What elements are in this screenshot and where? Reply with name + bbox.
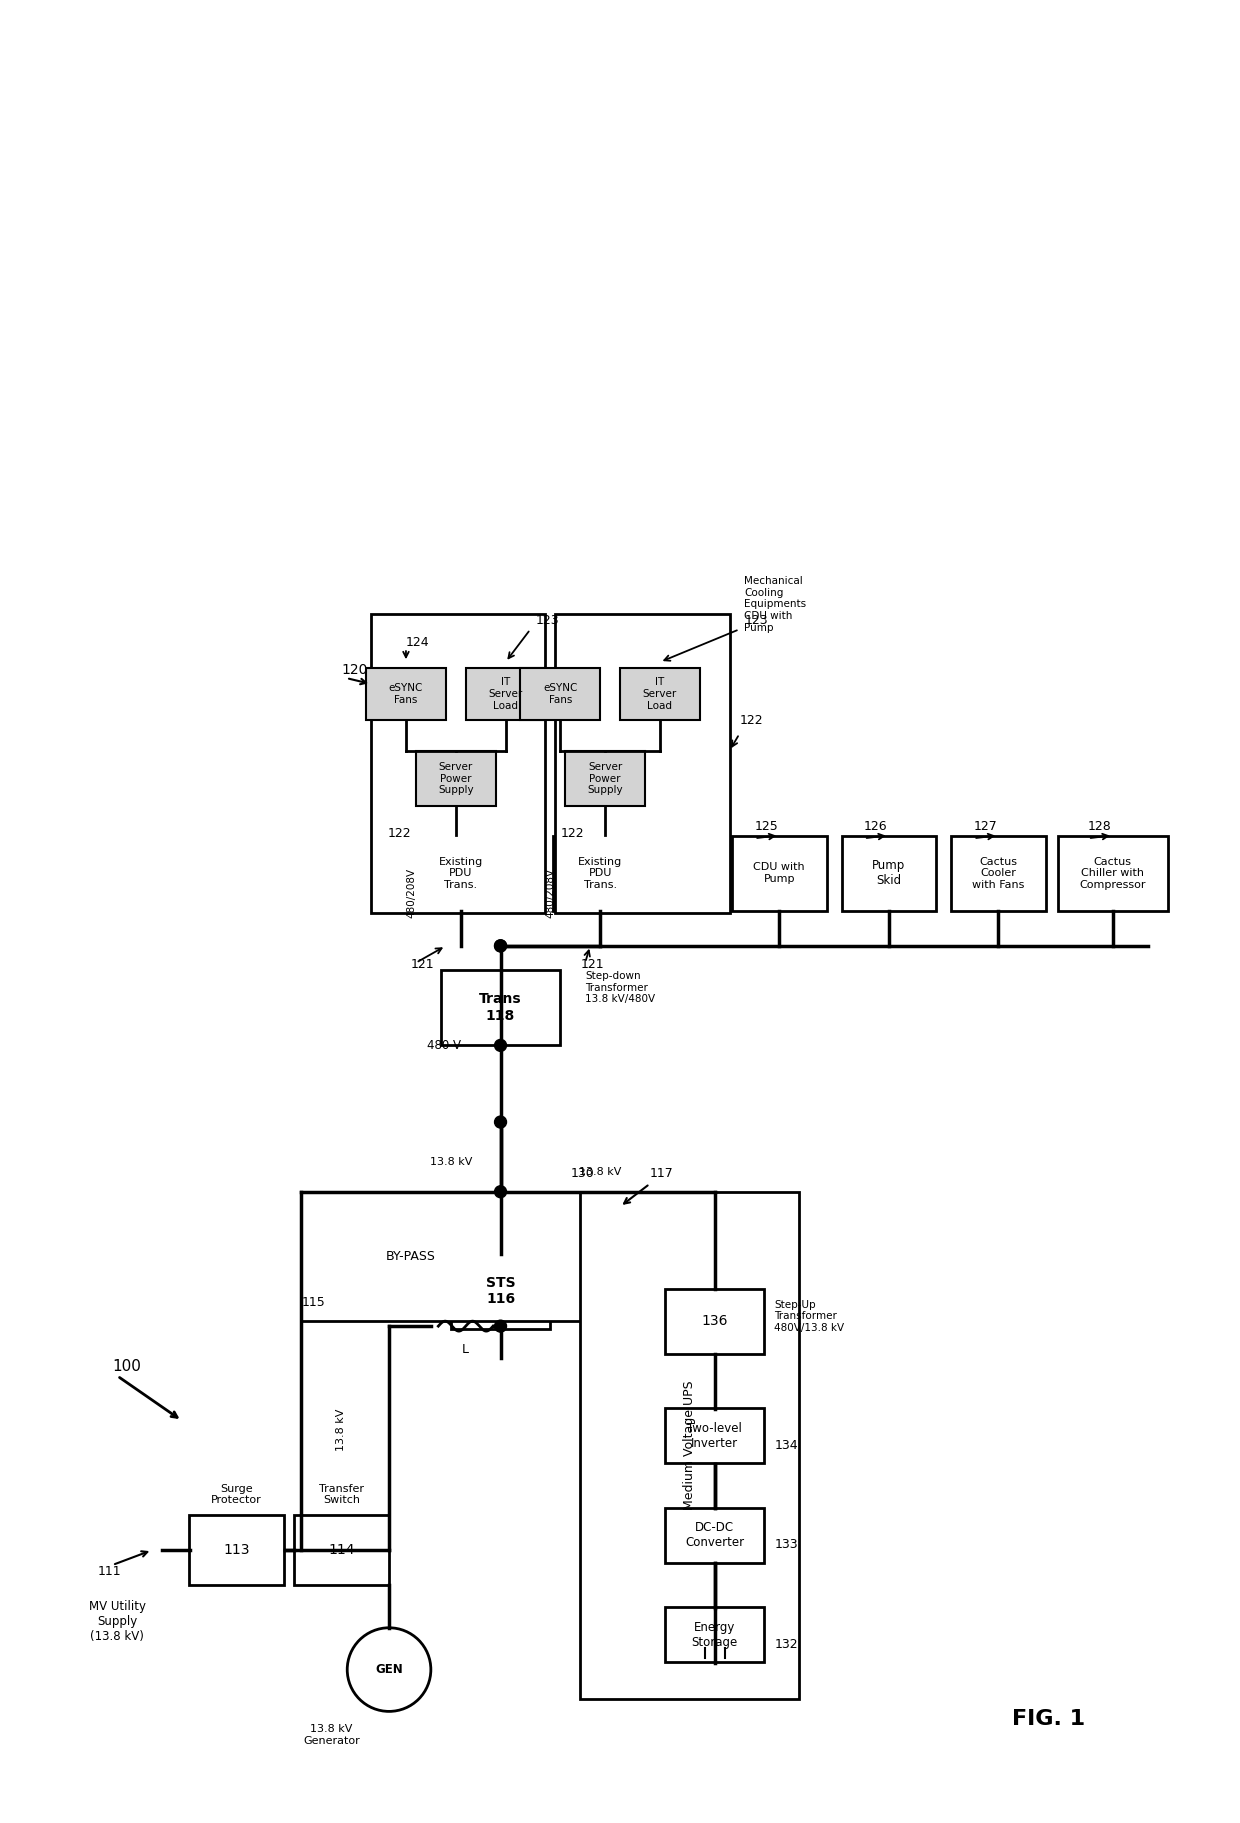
Text: Medium Voltage UPS: Medium Voltage UPS — [683, 1380, 696, 1511]
Text: Two-level
Inverter: Two-level Inverter — [687, 1422, 742, 1449]
FancyBboxPatch shape — [665, 1608, 764, 1663]
Text: 127: 127 — [973, 820, 997, 833]
Text: 480/208V: 480/208V — [546, 868, 556, 919]
FancyBboxPatch shape — [580, 1192, 800, 1699]
FancyBboxPatch shape — [665, 1508, 764, 1562]
Text: 125: 125 — [754, 820, 779, 833]
Text: 111: 111 — [98, 1564, 122, 1579]
Text: 126: 126 — [864, 820, 888, 833]
FancyBboxPatch shape — [371, 614, 546, 913]
Text: eSYNC
Fans: eSYNC Fans — [543, 684, 578, 706]
Text: FIG. 1: FIG. 1 — [1012, 1710, 1085, 1730]
Text: 122: 122 — [560, 828, 584, 840]
Text: 13.8 kV
Generator: 13.8 kV Generator — [303, 1725, 360, 1746]
FancyBboxPatch shape — [842, 835, 936, 910]
Text: 13.8 kV: 13.8 kV — [579, 1167, 621, 1178]
FancyBboxPatch shape — [301, 1192, 620, 1322]
Text: Energy
Storage: Energy Storage — [692, 1621, 738, 1648]
Text: 115: 115 — [301, 1296, 325, 1309]
Text: CDU with
Pump: CDU with Pump — [754, 862, 805, 884]
Text: 123: 123 — [536, 614, 559, 627]
FancyBboxPatch shape — [951, 835, 1045, 910]
Text: Server
Power
Supply: Server Power Supply — [438, 762, 474, 795]
Text: eSYNC
Fans: eSYNC Fans — [389, 684, 423, 706]
Text: Existing
PDU
Trans.: Existing PDU Trans. — [578, 857, 622, 890]
Text: L: L — [463, 1344, 469, 1356]
Text: 134: 134 — [774, 1438, 797, 1451]
Text: Step-Up
Transformer
480V/13.8 kV: Step-Up Transformer 480V/13.8 kV — [774, 1300, 844, 1333]
Circle shape — [495, 1039, 506, 1052]
Text: 121: 121 — [410, 957, 434, 970]
Text: 114: 114 — [329, 1542, 355, 1557]
Text: IT
Server
Load: IT Server Load — [642, 678, 677, 711]
FancyBboxPatch shape — [413, 835, 508, 910]
Text: 124: 124 — [405, 636, 429, 649]
Text: Surge
Protector: Surge Protector — [211, 1484, 262, 1506]
FancyBboxPatch shape — [620, 667, 699, 720]
FancyBboxPatch shape — [466, 667, 546, 720]
Text: 480 V: 480 V — [427, 1039, 461, 1052]
FancyBboxPatch shape — [665, 1407, 764, 1464]
Text: Trans
118: Trans 118 — [479, 992, 522, 1023]
Text: 130: 130 — [570, 1167, 594, 1179]
FancyBboxPatch shape — [565, 751, 645, 806]
Text: Cactus
Chiller with
Compressor: Cactus Chiller with Compressor — [1080, 857, 1146, 890]
Text: MV Utility
Supply
(13.8 kV): MV Utility Supply (13.8 kV) — [89, 1601, 146, 1643]
Text: Mechanical
Cooling
Equipments
CDU with
Pump: Mechanical Cooling Equipments CDU with P… — [744, 576, 806, 633]
Circle shape — [347, 1628, 430, 1712]
Text: Server
Power
Supply: Server Power Supply — [588, 762, 622, 795]
Text: DC-DC
Converter: DC-DC Converter — [684, 1520, 744, 1550]
Text: 120: 120 — [341, 664, 367, 676]
Text: 13.8 kV: 13.8 kV — [336, 1407, 346, 1451]
FancyBboxPatch shape — [665, 1289, 764, 1353]
Text: GEN: GEN — [376, 1663, 403, 1675]
Text: IT
Server
Load: IT Server Load — [489, 678, 522, 711]
Text: 136: 136 — [702, 1314, 728, 1329]
Text: Pump
Skid: Pump Skid — [872, 859, 905, 888]
FancyBboxPatch shape — [521, 667, 600, 720]
Text: 122: 122 — [387, 828, 410, 840]
Text: 123: 123 — [744, 614, 768, 627]
Circle shape — [495, 1185, 506, 1198]
Text: 100: 100 — [113, 1358, 141, 1375]
FancyBboxPatch shape — [732, 835, 827, 910]
Text: 13.8 kV: 13.8 kV — [429, 1158, 472, 1167]
Text: 113: 113 — [223, 1542, 250, 1557]
Text: Step-down
Transformer
13.8 kV/480V: Step-down Transformer 13.8 kV/480V — [585, 972, 655, 1004]
Text: BY-PASS: BY-PASS — [386, 1251, 436, 1263]
Circle shape — [495, 1116, 506, 1128]
FancyBboxPatch shape — [415, 751, 496, 806]
FancyBboxPatch shape — [440, 970, 560, 1045]
Text: 117: 117 — [650, 1167, 673, 1179]
Text: 132: 132 — [774, 1637, 797, 1650]
Text: 480/208V: 480/208V — [405, 868, 415, 919]
FancyBboxPatch shape — [190, 1515, 284, 1584]
FancyBboxPatch shape — [1058, 835, 1168, 910]
FancyBboxPatch shape — [366, 667, 446, 720]
Text: Transfer
Switch: Transfer Switch — [319, 1484, 363, 1506]
Text: 128: 128 — [1087, 820, 1111, 833]
Circle shape — [495, 1320, 506, 1333]
Text: 122: 122 — [739, 715, 763, 727]
Text: STS
116: STS 116 — [486, 1276, 516, 1307]
Text: Cactus
Cooler
with Fans: Cactus Cooler with Fans — [972, 857, 1024, 890]
Text: 133: 133 — [774, 1539, 797, 1551]
Text: Existing
PDU
Trans.: Existing PDU Trans. — [439, 857, 482, 890]
FancyBboxPatch shape — [556, 614, 729, 913]
FancyBboxPatch shape — [553, 835, 647, 910]
Circle shape — [495, 941, 506, 952]
FancyBboxPatch shape — [451, 1254, 551, 1329]
Circle shape — [495, 941, 506, 952]
Text: 121: 121 — [580, 957, 604, 970]
FancyBboxPatch shape — [294, 1515, 388, 1584]
